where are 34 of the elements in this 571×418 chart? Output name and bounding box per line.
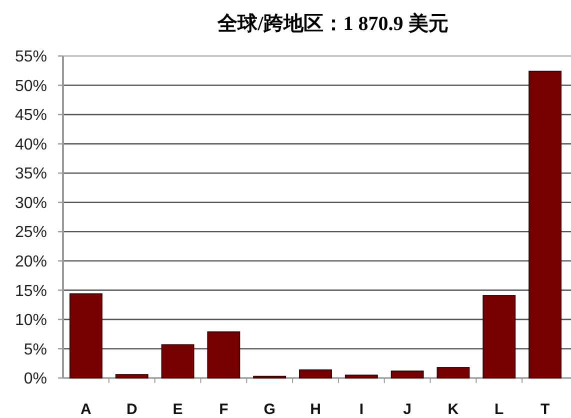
bar: [161, 344, 194, 378]
y-tick-label: 50%: [14, 78, 47, 95]
x-tick-label: H: [310, 401, 321, 418]
x-tick-label: D: [126, 401, 138, 418]
y-tick-label: 25%: [14, 224, 47, 242]
bar: [344, 374, 378, 378]
chart-title: 全球/跨地区：1 870.9 美元: [216, 12, 448, 35]
y-tick-label: 55%: [14, 48, 47, 66]
bar: [69, 293, 102, 378]
x-tick-label: I: [359, 401, 364, 418]
bar: [115, 374, 148, 378]
bar: [436, 367, 470, 378]
y-tick-label: 35%: [14, 166, 47, 183]
bar: [299, 369, 332, 378]
y-tick-label: 10%: [14, 312, 47, 330]
x-tick-label: A: [80, 401, 92, 418]
x-tick-label: J: [403, 401, 412, 418]
bar: [482, 295, 516, 378]
x-tick-label: G: [264, 401, 276, 418]
y-tick-label: 0%: [24, 370, 47, 388]
x-tick-label: L: [494, 401, 504, 418]
x-tick-label: E: [172, 401, 183, 418]
y-tick-label: 15%: [14, 282, 47, 300]
y-tick-label: 45%: [14, 107, 47, 124]
x-tick-label: K: [448, 401, 459, 418]
x-tick-label: F: [219, 401, 228, 418]
y-tick-label: 40%: [14, 136, 47, 154]
x-tick-label: T: [540, 401, 550, 418]
y-tick-label: 5%: [24, 341, 47, 358]
bar: [207, 331, 240, 378]
y-tick-label: 30%: [14, 194, 47, 212]
bar: [528, 70, 562, 378]
y-tick-label: 20%: [14, 254, 47, 271]
bar: [390, 370, 424, 378]
